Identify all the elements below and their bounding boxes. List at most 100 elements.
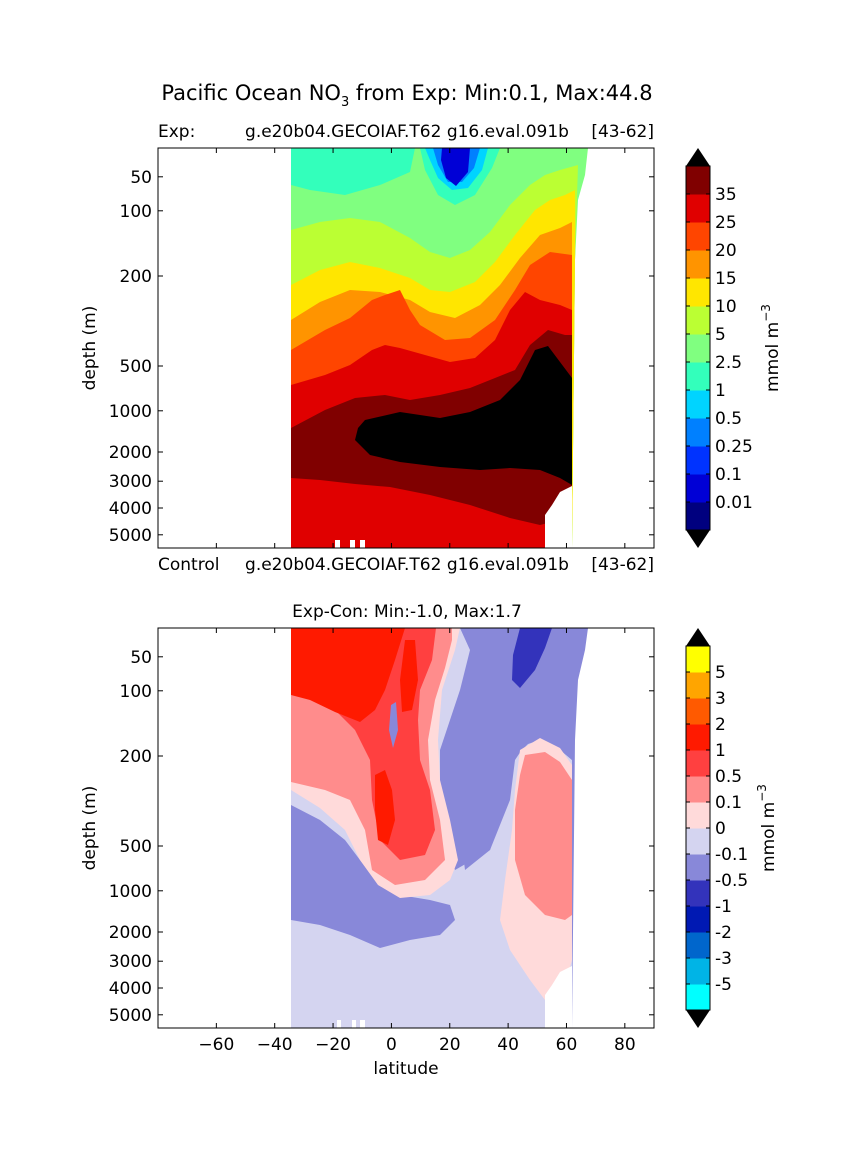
colorbar-tick-label: 0.01: [715, 493, 753, 513]
bottom-contour-field: [291, 628, 588, 1028]
bottom-y-ticks: 50 100 200 500 1000 2000 3000 4000 5000: [109, 648, 654, 1026]
bot-seafloor-gap: [352, 1020, 356, 1028]
colorbar-extend-high: [686, 148, 710, 166]
x-tick-label: 40: [497, 1035, 519, 1055]
colorbar-segment: [686, 362, 710, 391]
colorbar-tick-label: 0.1: [715, 793, 742, 813]
colorbar-segment: [686, 646, 710, 673]
colorbar-tick-label: 2: [715, 715, 726, 735]
colorbar-tick-label: 35: [715, 185, 737, 205]
x-tick-label: 80: [614, 1035, 636, 1055]
colorbar-segment: [686, 390, 710, 419]
colorbar-segment: [686, 474, 710, 503]
y-tick-label: 200: [120, 267, 152, 287]
colorbar-frame: [685, 165, 711, 531]
bot-band-pos-2: [291, 628, 405, 722]
figure-suptitle: Pacific Ocean NO3 from Exp: Min:0.1, Max…: [161, 81, 652, 110]
top-colorbar-label: mmol m−3: [759, 304, 783, 392]
colorbar-tick-label: 2.5: [715, 353, 742, 373]
colorbar-extend-high: [686, 628, 710, 646]
colorbar-tick-label: 10: [715, 297, 737, 317]
colorbar-segment: [686, 776, 710, 803]
colorbar-tick-label: 0: [715, 819, 726, 839]
colorbar-extend-low: [686, 1010, 710, 1028]
bot-seafloor-gap: [360, 1020, 365, 1028]
y-tick-label: 5000: [109, 1006, 152, 1026]
colorbar-tick-label: 20: [715, 241, 737, 261]
bot-band-neg-0-1c: [389, 702, 398, 748]
top-bottom-center: g.e20b04.GECOIAF.T62 g16.eval.091b: [245, 555, 569, 575]
top-axes-frame: [157, 147, 655, 549]
colorbar-segment: [686, 750, 710, 777]
colorbar-tick-label: -2: [715, 923, 732, 943]
top-seafloor-gap: [335, 540, 340, 548]
colorbar-segment: [686, 984, 710, 1011]
colorbar-tick-label: 0.1: [715, 465, 742, 485]
bot-seafloor-gap: [337, 1020, 341, 1028]
bot-band-neg-0-5-upper: [291, 805, 455, 948]
top-bottom-left: Control: [158, 555, 219, 575]
colorbar-segment: [686, 672, 710, 699]
top-band-over: [355, 346, 572, 485]
colorbar-segment: [686, 958, 710, 985]
top-title-center: g.e20b04.GECOIAF.T62 g16.eval.091b: [245, 122, 569, 142]
top-x-ticks: [215, 148, 626, 548]
bot-band-neg-0-1b: [460, 628, 572, 870]
colorbar-tick-label: 5: [715, 325, 726, 345]
colorbar-tick-label: 0.5: [715, 409, 742, 429]
y-tick-label: 1000: [109, 882, 152, 902]
top-bottom-right: [43-62]: [591, 555, 654, 575]
colorbar-segment: [686, 932, 710, 959]
top-seafloor: [545, 486, 572, 548]
colorbar-segment: [686, 828, 710, 855]
colorbar-tick-label: 5: [715, 663, 726, 683]
colorbar-tick-label: -0.5: [715, 871, 748, 891]
bot-seafloor: [545, 966, 572, 1028]
bot-band-pos-0-5b: [515, 752, 572, 920]
colorbar-segment: [686, 166, 710, 195]
colorbar-tick-label: 15: [715, 269, 737, 289]
top-title-right: [43-62]: [591, 122, 654, 142]
x-tick-label: 0: [386, 1035, 397, 1055]
top-y-axis-label: depth (m): [80, 306, 100, 391]
y-tick-label: 2000: [109, 923, 152, 943]
colorbar-tick-label: -1: [715, 897, 732, 917]
y-tick-label: 3000: [109, 952, 152, 972]
y-tick-label: 50: [130, 168, 152, 188]
x-tick-label: −60: [198, 1035, 234, 1055]
colorbar-segment: [686, 334, 710, 363]
bottom-colorbar: -5 -3 -2 -1 -0.5 -0.1 0 0.1 0.5 1 2 3 5: [685, 628, 748, 1028]
x-tick-label: 60: [556, 1035, 578, 1055]
top-title-left: Exp:: [158, 122, 195, 142]
colorbar-segment: [686, 418, 710, 447]
bot-band-neg-0-5: [512, 628, 552, 688]
top-y-ticks: 50 100 200 500 1000 2000 3000 4000 5000: [109, 168, 654, 546]
bottom-axes-frame: [157, 627, 655, 1029]
colorbar-segment: [686, 502, 710, 531]
bottom-colorbar-label: mmol m−3: [755, 784, 779, 872]
top-seafloor-gap: [350, 540, 355, 548]
colorbar-segment: [686, 854, 710, 881]
bottom-y-axis-label: depth (m): [80, 786, 100, 871]
top-band-2-5: [291, 148, 415, 195]
top-panel: Exp: g.e20b04.GECOIAF.T62 g16.eval.091b …: [80, 122, 783, 575]
y-tick-label: 100: [120, 682, 152, 702]
colorbar-tick-label: -5: [715, 975, 732, 995]
bottom-panel: Exp-Con: Min:-1.0, Max:1.7 5010020050010…: [80, 602, 779, 1079]
colorbar-segment: [686, 222, 710, 251]
colorbar-segment: [686, 724, 710, 751]
y-tick-label: 1000: [109, 402, 152, 422]
colorbar-segment: [686, 906, 710, 933]
top-seafloor-gap: [360, 540, 365, 548]
colorbar-segment: [686, 802, 710, 829]
x-tick-label: −20: [315, 1035, 351, 1055]
bottom-x-ticks: −60 −40 −20 0 20 40 60 80: [198, 628, 636, 1055]
bot-band-pos-2b: [375, 770, 395, 845]
colorbar-tick-label: 1: [715, 741, 726, 761]
y-tick-label: 500: [120, 837, 152, 857]
bot-band-pos-2c: [400, 640, 418, 712]
y-tick-label: 2000: [109, 443, 152, 463]
y-tick-label: 4000: [109, 499, 152, 519]
colorbar-tick-label: 0.5: [715, 767, 742, 787]
